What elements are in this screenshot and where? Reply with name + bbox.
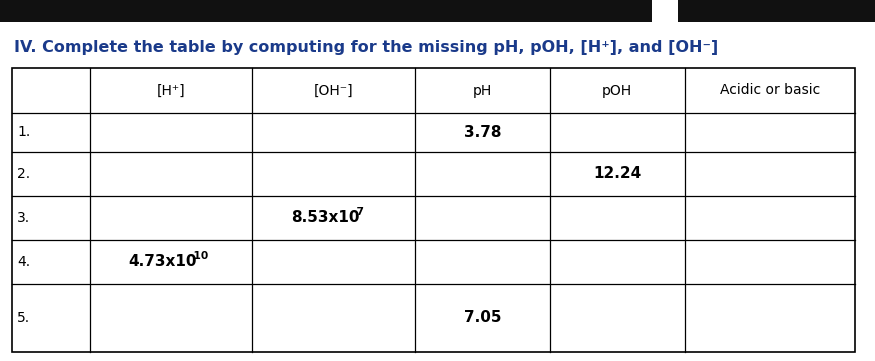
Bar bbox=[678, 0, 875, 22]
Text: Acidic or basic: Acidic or basic bbox=[720, 83, 820, 97]
Bar bbox=[12, 68, 855, 352]
Text: 8.53x10: 8.53x10 bbox=[291, 210, 360, 226]
Text: IV. Complete the table by computing for the missing pH, pOH, [H⁺], and [OH⁻]: IV. Complete the table by computing for … bbox=[14, 40, 718, 55]
Text: -7: -7 bbox=[353, 207, 365, 217]
Text: 1.: 1. bbox=[17, 126, 31, 139]
Text: 2.: 2. bbox=[17, 167, 30, 181]
Text: 3.78: 3.78 bbox=[464, 125, 501, 140]
Text: [H⁺]: [H⁺] bbox=[157, 83, 186, 97]
Text: [OH⁻]: [OH⁻] bbox=[314, 83, 354, 97]
Bar bbox=[0, 0, 652, 22]
Text: 4.73x10: 4.73x10 bbox=[129, 255, 197, 270]
Text: 7.05: 7.05 bbox=[464, 310, 501, 326]
Text: 4.: 4. bbox=[17, 255, 30, 269]
Text: 5.: 5. bbox=[17, 311, 30, 325]
Text: pH: pH bbox=[473, 83, 492, 97]
Text: 3.: 3. bbox=[17, 211, 30, 225]
Text: pOH: pOH bbox=[602, 83, 633, 97]
Text: -10: -10 bbox=[190, 251, 209, 261]
Text: 12.24: 12.24 bbox=[593, 166, 641, 182]
